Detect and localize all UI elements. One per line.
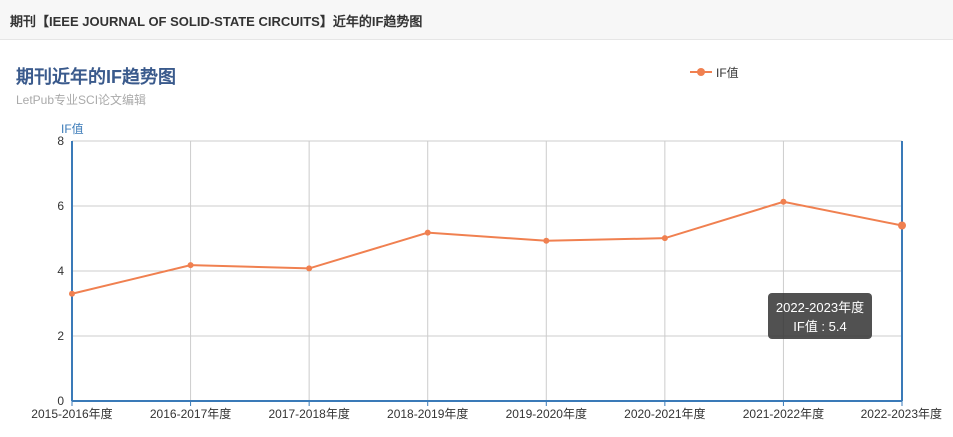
legend-item-if[interactable]: IF值 [690,64,739,80]
data-point [898,221,906,230]
y-tick-label: 8 [57,134,64,148]
data-point [187,262,194,269]
tooltip-category: 2022-2023年度 [775,300,865,315]
y-tick-label: 2 [57,329,64,343]
x-tick-label: 2018-2019年度 [387,406,468,421]
chart-title: 期刊近年的IF趋势图 [16,67,176,87]
data-point [780,198,787,205]
y-tick-label: 6 [57,199,64,213]
data-point [69,290,75,297]
legend-label: IF值 [716,65,739,80]
page-title: 期刊【IEEE JOURNAL OF SOLID-STATE CIRCUITS】… [10,14,423,29]
chart-subtitle: LetPub专业SCI论文编辑 [16,93,147,107]
tooltip: 2022-2023年度 IF值 : 5.4 [768,293,872,339]
y-tick-label: 4 [57,264,64,278]
x-tick-label: 2017-2018年度 [268,406,349,421]
y-axis-title: IF值 [61,121,84,136]
x-tick-label: 2019-2020年度 [506,406,587,421]
data-point [661,235,668,242]
x-tick-label: 2022-2023年度 [861,406,942,421]
x-tick-label: 2015-2016年度 [31,406,112,421]
legend-line-icon [690,68,712,76]
y-tick-label: 0 [57,394,64,408]
data-point [543,237,550,244]
header-bar: 期刊【IEEE JOURNAL OF SOLID-STATE CIRCUITS】… [0,0,953,40]
x-tick-label: 2020-2021年度 [624,406,705,421]
data-point [306,265,313,272]
tooltip-value: IF值 : 5.4 [793,319,847,334]
data-point [424,229,431,236]
x-tick-label: 2016-2017年度 [150,406,231,421]
x-tick-label: 2021-2022年度 [743,406,824,421]
series-line [71,200,903,295]
